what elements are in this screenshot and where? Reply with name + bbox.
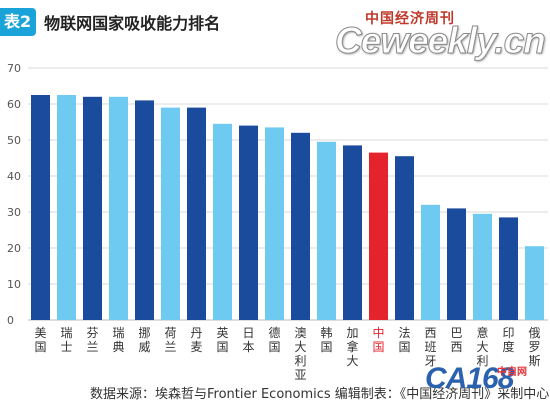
grid-lines: [28, 67, 548, 321]
y-tick-label: 30: [7, 206, 21, 219]
x-tick-label: 瑞典: [112, 326, 124, 354]
source-note: 数据来源：埃森哲与Frontier Economics 编辑制表：《中国经济周刊…: [90, 387, 550, 402]
bar: [109, 96, 128, 320]
y-tick-label: 10: [7, 278, 21, 291]
bar: [317, 141, 336, 320]
y-axis-ticks: 0 10 20 30 40 50 60 70: [7, 62, 21, 327]
bar: [395, 156, 414, 320]
x-tick-label: 西班牙: [424, 326, 436, 368]
x-tick-label: 日本: [242, 326, 254, 354]
x-tick-label: 中国: [372, 325, 384, 354]
watermark-subtitle: 中自网: [497, 367, 527, 378]
site-logo: Ceweekly.cn: [335, 20, 547, 62]
x-tick-label: 俄罗斯: [528, 326, 540, 368]
bars: [31, 95, 544, 321]
chart-header: 表2 物联网国家吸收能力排名: [0, 8, 220, 36]
bar: [525, 246, 544, 320]
bar: [343, 145, 362, 320]
bar: [499, 217, 518, 320]
bar: [473, 213, 492, 320]
x-tick-label: 印度: [502, 326, 514, 354]
bar: [239, 125, 258, 320]
bar: [421, 204, 440, 320]
bar: [161, 107, 180, 320]
x-tick-label: 法国: [398, 326, 410, 354]
bar: [135, 100, 154, 321]
x-tick-label: 荷兰: [164, 326, 176, 354]
y-tick-label: 70: [7, 62, 21, 75]
bar: [291, 132, 310, 320]
x-tick-label: 芬兰: [86, 326, 98, 354]
y-tick-label: 20: [7, 242, 21, 255]
x-tick-label: 巴西: [450, 326, 462, 354]
y-tick-label: 50: [7, 134, 21, 147]
x-tick-label: 丹麦: [190, 326, 202, 354]
x-tick-label: 意大利: [476, 325, 488, 368]
x-tick-label: 德国: [268, 325, 280, 354]
y-tick-label: 40: [7, 170, 21, 183]
bar: [187, 107, 206, 320]
x-tick-label: 加拿大: [346, 326, 358, 368]
x-tick-label: 瑞士: [60, 326, 72, 354]
bar: [369, 152, 388, 320]
y-tick-label: 0: [7, 314, 14, 327]
x-tick-label: 韩国: [320, 325, 332, 354]
watermark-logo: CA168: [425, 362, 514, 395]
bar: [57, 95, 76, 320]
bar: [31, 95, 50, 320]
bar: [447, 208, 466, 320]
bar: [265, 127, 284, 321]
table-number-badge: 表2: [0, 8, 37, 36]
bar: [213, 123, 232, 320]
y-tick-label: 60: [7, 98, 21, 111]
chart-title: 物联网国家吸收能力排名: [44, 14, 221, 33]
x-tick-label: 英国: [216, 326, 228, 354]
x-tick-label: 澳大利亚: [294, 326, 306, 382]
x-tick-label: 挪威: [138, 326, 150, 354]
x-tick-label: 美国: [34, 326, 46, 354]
bar: [83, 96, 102, 320]
masthead-logo: 中国经济周刊: [365, 11, 455, 27]
